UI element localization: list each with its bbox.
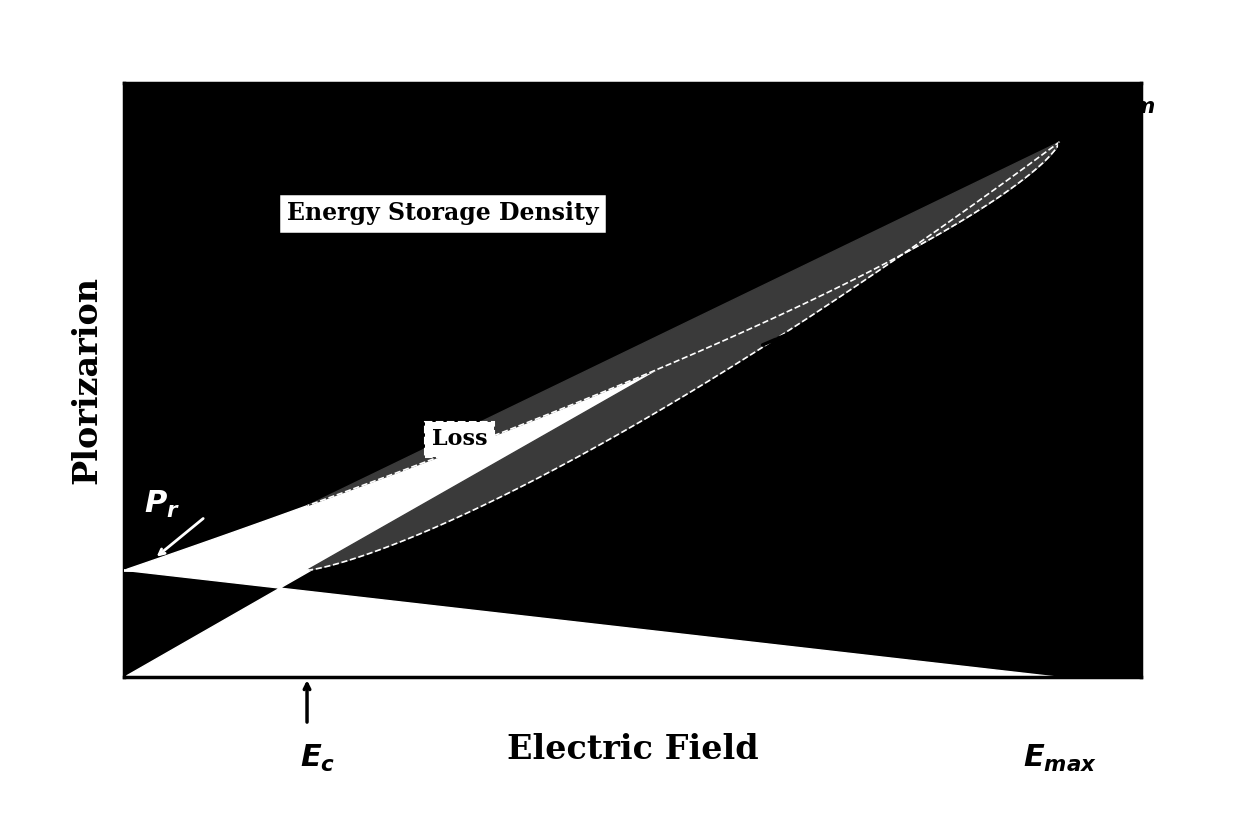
Text: $E_{max}$: $E_{max}$ [1023, 743, 1096, 774]
Text: Loss: Loss [432, 429, 487, 450]
Text: $P_r$: $P_r$ [144, 489, 180, 520]
Text: Charge: Charge [748, 419, 863, 520]
Text: Energy Storage Density: Energy Storage Density [286, 202, 599, 225]
Y-axis label: Plorizarion: Plorizarion [71, 276, 103, 484]
Polygon shape [124, 142, 1059, 677]
Polygon shape [308, 142, 1059, 570]
Text: $P_m$: $P_m$ [1110, 85, 1156, 116]
X-axis label: Electric Field: Electric Field [507, 733, 758, 766]
Text: $E_c$: $E_c$ [300, 743, 335, 774]
